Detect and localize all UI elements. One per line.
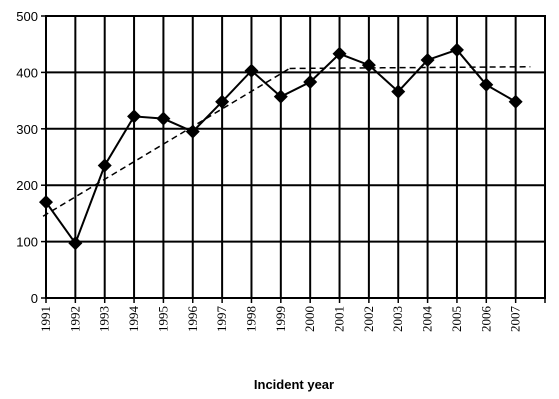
x-tick-label: 1998 <box>243 306 258 332</box>
y-tick-label: 200 <box>16 178 38 193</box>
data-point <box>127 109 142 124</box>
data-point <box>303 74 318 89</box>
x-tick-label: 2006 <box>478 306 493 333</box>
data-point <box>449 42 464 57</box>
y-tick-label: 500 <box>16 9 38 24</box>
data-point <box>97 158 112 173</box>
series <box>39 42 523 251</box>
data-point <box>156 111 171 126</box>
x-tick-label: 1991 <box>38 306 53 332</box>
data-point <box>479 77 494 92</box>
x-tick-label: 1999 <box>273 306 288 332</box>
data-point <box>332 46 347 61</box>
data-point <box>420 52 435 67</box>
x-tick-label: 2007 <box>508 306 523 333</box>
x-tick-label: 1992 <box>67 306 82 332</box>
x-tick-label: 1996 <box>185 306 200 333</box>
data-point <box>391 84 406 99</box>
x-tick-label: 2005 <box>449 306 464 332</box>
x-tick-label: 1994 <box>126 306 141 333</box>
y-tick-label: 300 <box>16 122 38 137</box>
grid <box>45 15 546 299</box>
x-tick-label: 2002 <box>361 306 376 332</box>
plot-border <box>45 15 546 299</box>
data-point <box>361 58 376 73</box>
data-point <box>39 195 53 210</box>
x-tick-label: 2000 <box>302 306 317 332</box>
data-point <box>68 236 83 251</box>
data-point <box>244 63 259 78</box>
x-axis-title: Incident year <box>254 377 334 392</box>
data-point <box>185 124 200 139</box>
trendline-segment <box>42 67 291 217</box>
axes <box>41 15 546 303</box>
y-tick-label: 0 <box>31 291 38 306</box>
trendline <box>42 66 531 217</box>
y-tick-label: 400 <box>16 65 38 80</box>
x-tick-label: 2003 <box>390 306 405 332</box>
trendline-segment <box>289 66 531 70</box>
x-tick-label: 2001 <box>332 306 347 332</box>
x-tick-label: 2004 <box>420 306 435 333</box>
x-tick-label: 1997 <box>214 306 229 333</box>
data-point <box>508 94 523 109</box>
data-point <box>215 94 230 109</box>
x-tick-label: 1993 <box>97 306 112 332</box>
tick-labels: 0 100 200 300 400 500 1991 1992 1993 1994 1995 1996… <box>16 9 522 332</box>
data-point <box>273 89 288 104</box>
x-tick-label: 1995 <box>155 306 170 332</box>
y-tick-label: 100 <box>16 235 38 250</box>
